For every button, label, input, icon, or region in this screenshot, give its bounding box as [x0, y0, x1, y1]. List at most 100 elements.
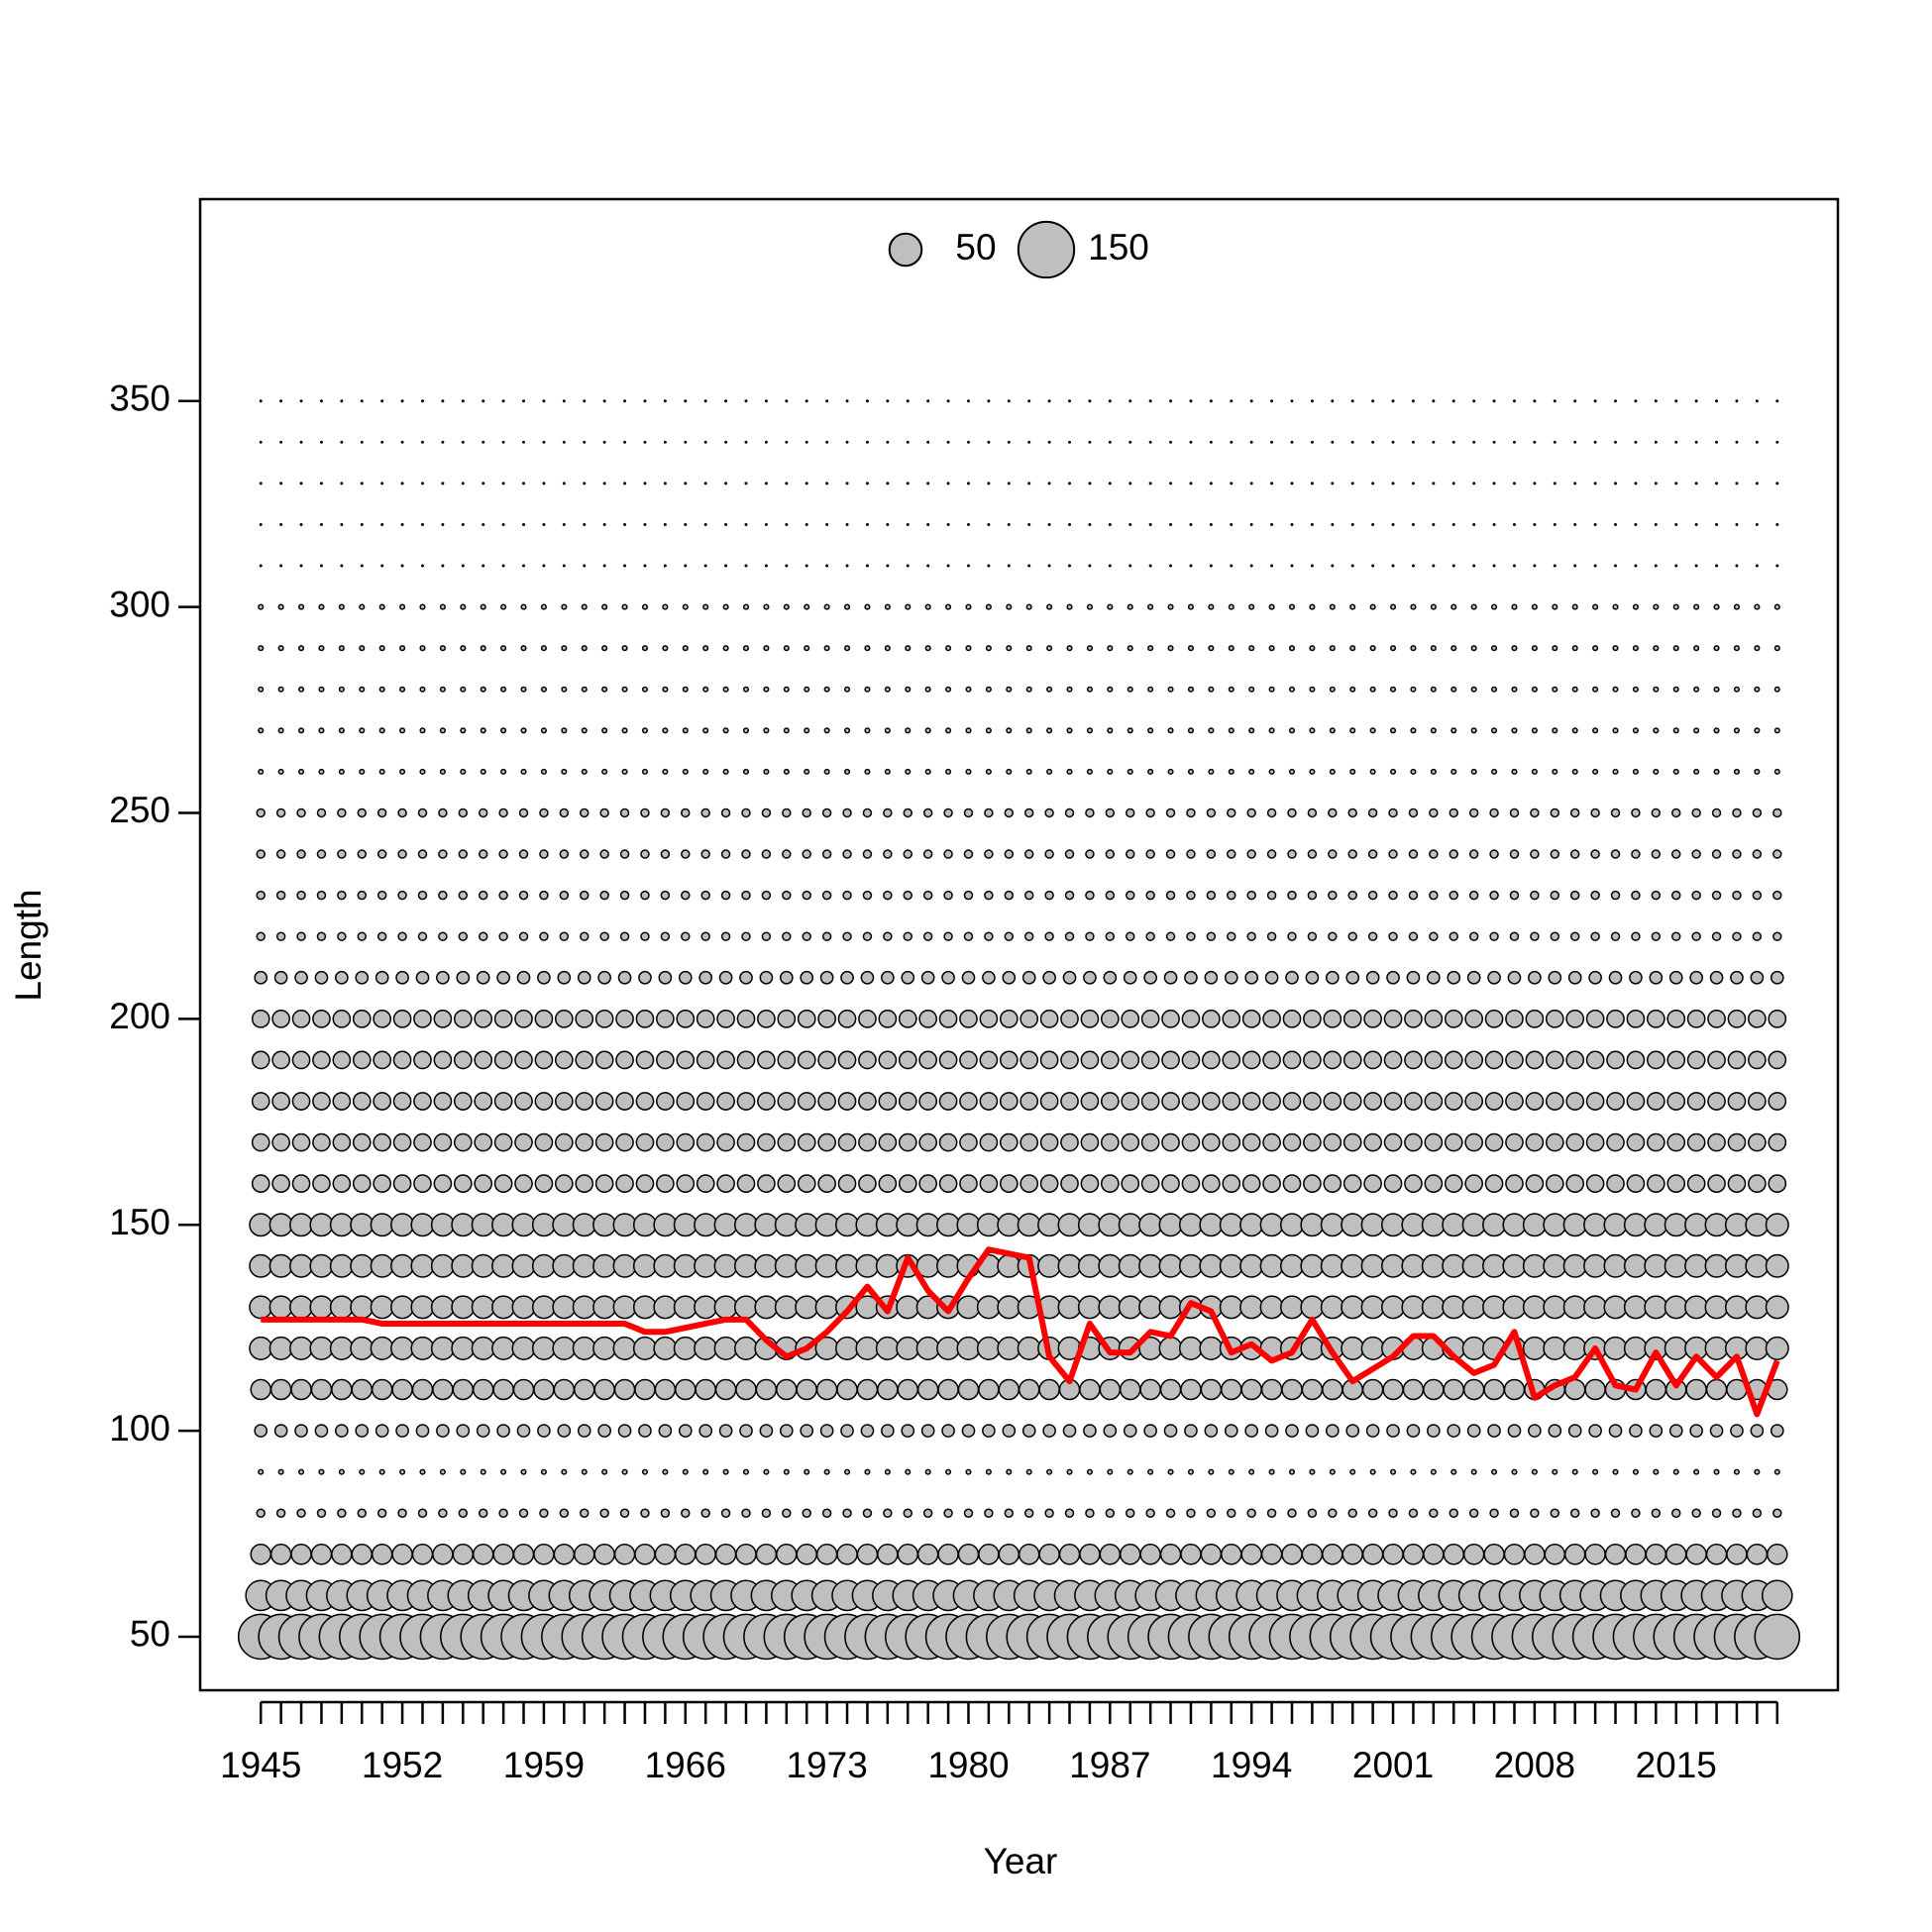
- bubble: [433, 1174, 453, 1193]
- bubble: [654, 1378, 677, 1401]
- bubble: [514, 1132, 533, 1152]
- bubble: [797, 1009, 816, 1028]
- bubble: [1563, 1544, 1586, 1565]
- bubble: [805, 522, 808, 526]
- bubble: [1039, 1132, 1059, 1152]
- bubble: [399, 1468, 406, 1475]
- bubble: [1470, 686, 1477, 693]
- bubble: [1262, 1009, 1281, 1028]
- bubble: [1219, 1295, 1243, 1320]
- bubble: [1219, 1253, 1243, 1278]
- bubble: [785, 440, 789, 444]
- bubble: [314, 1424, 329, 1438]
- bubble: [501, 399, 505, 403]
- bubble: [583, 564, 587, 568]
- bubble: [1752, 807, 1763, 818]
- bubble: [805, 440, 808, 444]
- bubble: [1707, 1132, 1726, 1152]
- bubble: [1246, 890, 1256, 901]
- bubble: [1287, 890, 1297, 901]
- bubble: [1410, 727, 1417, 734]
- bubble: [1492, 522, 1496, 526]
- bubble: [1206, 890, 1217, 901]
- bubble: [1745, 1253, 1770, 1278]
- bubble: [1167, 1468, 1174, 1475]
- bubble: [1552, 1468, 1558, 1475]
- bubble: [1100, 1132, 1120, 1152]
- bubble: [696, 1009, 715, 1028]
- bubble: [1044, 890, 1054, 901]
- bubble: [1713, 645, 1720, 652]
- bubble: [946, 399, 950, 403]
- bubble: [433, 1132, 453, 1152]
- bubble: [1686, 1092, 1706, 1111]
- bubble: [1593, 440, 1597, 444]
- bubble: [1206, 1508, 1217, 1518]
- bubble: [1222, 1132, 1241, 1152]
- y-tick-label: 200: [109, 996, 170, 1036]
- bubble: [1098, 1295, 1123, 1320]
- bubble: [1023, 931, 1034, 941]
- bubble: [1593, 399, 1597, 403]
- x-tick-label: 1973: [786, 1745, 867, 1785]
- bubble: [1121, 1009, 1140, 1028]
- bubble: [1307, 849, 1318, 859]
- bubble: [491, 1295, 516, 1320]
- bubble: [1608, 970, 1623, 985]
- bubble: [984, 1508, 994, 1518]
- bubble: [378, 686, 385, 693]
- bubble: [451, 1253, 476, 1278]
- bubble: [350, 1253, 375, 1278]
- bubble: [733, 1295, 759, 1320]
- bubble: [938, 1050, 958, 1070]
- bubble: [373, 1009, 392, 1028]
- bubble: [1080, 1050, 1100, 1070]
- bubble: [1107, 645, 1114, 652]
- bubble: [779, 970, 794, 985]
- bubble: [1325, 970, 1340, 985]
- bubble: [1464, 1132, 1484, 1152]
- bubble: [987, 440, 991, 444]
- bubble: [1634, 440, 1638, 444]
- bubble: [1442, 1213, 1466, 1237]
- bubble: [837, 1132, 857, 1152]
- bubble: [1685, 1544, 1707, 1565]
- bubble: [1614, 440, 1617, 444]
- bubble: [451, 1295, 476, 1320]
- bubble: [1653, 727, 1660, 734]
- bubble: [1085, 1508, 1095, 1518]
- bubble: [722, 645, 729, 652]
- bubble: [256, 807, 266, 818]
- bubble: [1259, 1253, 1284, 1278]
- bubble: [1107, 768, 1114, 775]
- bubble: [1027, 564, 1031, 568]
- bubble: [580, 807, 590, 818]
- bubble: [1668, 970, 1683, 985]
- bubble: [1451, 440, 1455, 444]
- bubble: [1165, 849, 1176, 859]
- bubble: [757, 1092, 776, 1111]
- bubble: [1323, 1092, 1342, 1111]
- bubble: [599, 1508, 609, 1518]
- bubble: [1693, 603, 1700, 610]
- bubble: [518, 807, 529, 818]
- bubble: [1262, 1174, 1281, 1193]
- bubble: [602, 440, 606, 444]
- bubble: [1391, 399, 1395, 403]
- bubble: [884, 768, 891, 775]
- bubble: [1047, 440, 1051, 444]
- bubble: [755, 1378, 778, 1401]
- bubble: [1139, 1544, 1161, 1565]
- bubble: [337, 890, 347, 901]
- bubble: [1060, 1050, 1079, 1070]
- x-axis-label: Year: [984, 1841, 1058, 1881]
- bubble: [1626, 1050, 1646, 1070]
- bubble: [399, 645, 406, 652]
- bubble: [1219, 1213, 1243, 1237]
- bubble: [254, 970, 268, 985]
- bubble: [1502, 1295, 1527, 1320]
- bubble: [1664, 1253, 1688, 1278]
- bubble: [1266, 807, 1277, 818]
- bubble: [759, 1424, 774, 1438]
- bubble: [1349, 1468, 1356, 1475]
